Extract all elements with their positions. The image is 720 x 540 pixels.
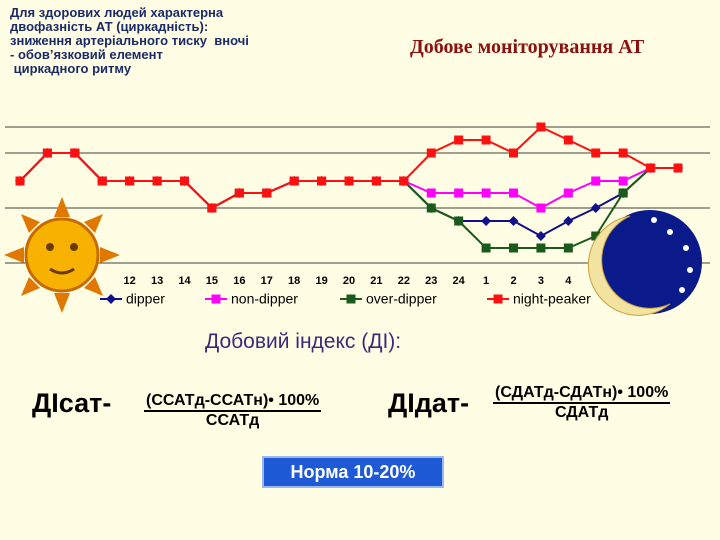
legend-label: non-dipper xyxy=(231,291,298,307)
numerator: (СДАТд-СДАТн)• 100% xyxy=(493,384,671,404)
legend-marker xyxy=(346,294,356,304)
marker xyxy=(152,176,162,186)
legend-marker xyxy=(493,294,503,304)
chart: 1213141516171819202122232412345dippernon… xyxy=(5,122,710,307)
marker xyxy=(454,216,464,226)
marker xyxy=(508,216,519,226)
marker xyxy=(371,176,381,186)
x-tick-label: 1 xyxy=(483,275,489,287)
x-tick-label: 15 xyxy=(206,275,218,287)
marker xyxy=(618,176,628,186)
marker xyxy=(673,163,683,173)
marker xyxy=(481,135,491,145)
note-line: Для здорових людей характерна xyxy=(10,5,224,20)
denominator: СДАТд xyxy=(554,404,609,421)
marker xyxy=(590,203,601,213)
marker xyxy=(42,148,52,158)
legend-label: night-peaker xyxy=(513,291,591,307)
marker xyxy=(125,176,135,186)
marker xyxy=(481,216,492,226)
marker xyxy=(344,176,354,186)
x-tick-label: 14 xyxy=(178,275,191,287)
formula-fraction: (ССАТд-ССАТн)• 100% ССАТд xyxy=(144,392,322,430)
legend-label: over-dipper xyxy=(366,291,437,307)
formula-label: ДІдат- xyxy=(388,388,470,418)
x-tick-label: 4 xyxy=(565,275,572,287)
marker xyxy=(426,188,436,198)
marker xyxy=(536,243,546,253)
index-heading: Добовий індекс (ДІ): xyxy=(205,330,402,353)
x-tick-label: 12 xyxy=(124,275,136,287)
note-line: зниження артеріального тиску вночі xyxy=(10,33,249,48)
x-tick-label: 22 xyxy=(398,275,410,287)
marker xyxy=(509,243,518,253)
x-tick-label: 19 xyxy=(315,275,327,287)
marker xyxy=(15,176,25,186)
marker xyxy=(563,243,573,253)
marker xyxy=(563,216,574,226)
marker xyxy=(591,148,601,158)
x-tick-label: 17 xyxy=(261,275,273,287)
note: Для здорових людей характерна двофазніст… xyxy=(10,6,249,76)
numerator: (ССАТд-ССАТн)• 100% xyxy=(144,392,322,412)
marker xyxy=(509,148,518,158)
marker xyxy=(591,231,601,241)
note-line: циркадного ритму xyxy=(10,61,132,76)
sun xyxy=(4,197,120,313)
marker xyxy=(454,135,464,145)
x-tick-label: 18 xyxy=(288,275,300,287)
x-tick-label: 20 xyxy=(343,275,355,287)
marker xyxy=(646,163,656,173)
marker xyxy=(509,188,518,198)
marker xyxy=(399,176,409,186)
marker xyxy=(563,135,573,145)
formula-label: ДІсат- xyxy=(32,388,112,418)
marker xyxy=(536,122,546,132)
marker xyxy=(535,231,546,241)
marker xyxy=(317,176,327,186)
marker xyxy=(262,188,272,198)
marker xyxy=(563,188,573,198)
note-line: - обов’язковий елемент xyxy=(10,47,163,62)
marker xyxy=(426,203,436,213)
legend-marker xyxy=(106,294,116,304)
marker xyxy=(618,148,628,158)
marker xyxy=(207,203,217,213)
marker xyxy=(481,188,491,198)
x-tick-label: 3 xyxy=(538,275,544,287)
marker xyxy=(591,176,601,186)
x-tick-label: 2 xyxy=(510,275,516,287)
x-tick-label: 21 xyxy=(370,275,382,287)
marker xyxy=(454,188,464,198)
x-tick-label: 23 xyxy=(425,275,437,287)
x-tick-label: 24 xyxy=(453,275,466,287)
marker xyxy=(536,203,546,213)
marker xyxy=(426,148,436,158)
moon xyxy=(587,210,702,316)
chart-title: Добове моніторування АТ xyxy=(410,36,645,58)
marker xyxy=(97,176,107,186)
decor xyxy=(4,197,702,316)
legend-marker xyxy=(211,294,221,304)
formula-fraction: (СДАТд-СДАТн)• 100% СДАТд xyxy=(493,384,671,422)
norm-box: Норма 10-20% xyxy=(262,456,444,488)
marker xyxy=(180,176,189,186)
denominator: ССАТд xyxy=(205,412,260,429)
x-tick-label: 16 xyxy=(233,275,245,287)
marker xyxy=(289,176,299,186)
marker xyxy=(618,188,628,198)
legend-label: dipper xyxy=(126,291,165,307)
marker xyxy=(481,243,491,253)
x-tick-label: 13 xyxy=(151,275,163,287)
note-line: двофазність АТ (циркадність): xyxy=(10,19,209,34)
marker xyxy=(234,188,244,198)
marker xyxy=(70,148,80,158)
